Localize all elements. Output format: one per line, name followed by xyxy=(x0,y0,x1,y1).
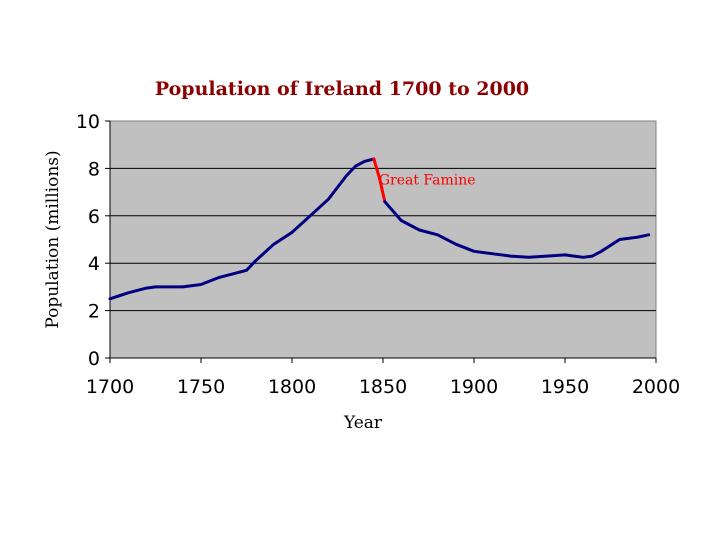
x-tick-label: 1850 xyxy=(359,376,407,398)
y-axis-label: Population (millions) xyxy=(43,150,63,328)
y-tick-label: 2 xyxy=(88,301,100,323)
x-tick-label: 2000 xyxy=(632,376,680,398)
tick-labels: 0 2 4 6 8 10 1700 1750 1800 1850 1900 1950 2000 xyxy=(76,111,680,398)
chart-title: Population of Ireland 1700 to 2000 xyxy=(155,78,529,100)
series-line-population xyxy=(383,200,651,259)
x-tick-label: 1950 xyxy=(541,376,589,398)
x-tick-label: 1750 xyxy=(177,376,225,398)
y-tick-label: 10 xyxy=(76,111,100,133)
plot-area xyxy=(109,120,657,359)
y-tick-label: 6 xyxy=(88,206,100,228)
annotations: Great Famine xyxy=(379,172,476,188)
chart-panel: Population of Ireland 1700 to 2000 0 2 4 6 8… xyxy=(36,63,684,430)
x-axis-label: Year xyxy=(343,413,383,430)
data-series xyxy=(108,157,651,301)
x-tick-label: 1900 xyxy=(450,376,498,398)
y-tick-label: 4 xyxy=(88,253,100,275)
x-tick-label: 1800 xyxy=(268,376,316,398)
y-tick-label: 0 xyxy=(88,348,100,370)
series-line-great-famine xyxy=(372,157,387,204)
series-line-population xyxy=(108,157,376,301)
annotation-label: Great Famine xyxy=(379,172,476,188)
y-tick-label: 8 xyxy=(88,158,100,180)
x-tick-label: 1700 xyxy=(86,376,134,398)
line-chart: Population of Ireland 1700 to 2000 0 2 4 6 8… xyxy=(43,78,680,430)
grid-lines xyxy=(110,167,656,312)
